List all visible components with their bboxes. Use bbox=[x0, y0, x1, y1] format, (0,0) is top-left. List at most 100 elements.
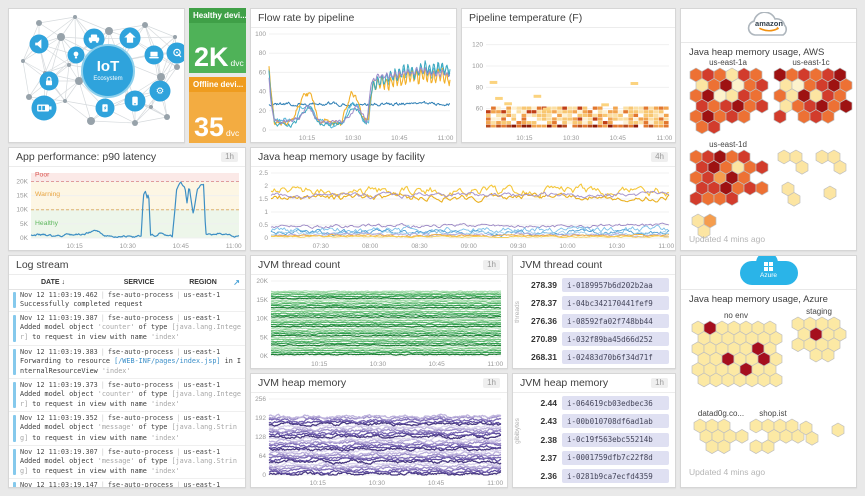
station-icon bbox=[102, 104, 108, 112]
log-severity-bar bbox=[13, 482, 16, 487]
svg-text:10:30: 10:30 bbox=[563, 135, 580, 142]
aws-hex-map[interactable]: us-east-1a us-east-1c us-east-1d bbox=[681, 58, 856, 250]
svg-text:11:00: 11:00 bbox=[657, 135, 673, 142]
instance-id-pill[interactable]: i-08592fa02f748bb44 bbox=[562, 314, 669, 328]
column-date[interactable]: DATE ↓ bbox=[41, 278, 65, 286]
app-perf-chart[interactable]: 0K 5K 10K 15K 20K 10:15 10:30 10:45 11:00 Poor War… bbox=[9, 167, 245, 250]
svg-text:Warning: Warning bbox=[35, 191, 60, 198]
log-stream-panel: Log stream DATE ↓ SERVICE REGION ↗ Nov 1… bbox=[8, 255, 246, 488]
svg-text:0: 0 bbox=[262, 127, 266, 134]
instance-id-pill[interactable]: i-0001759dfb7c22f8d bbox=[562, 450, 669, 465]
pipeline-temp-heatmap[interactable]: 60 80 100 120 10:15 10:30 10:45 11:00 bbox=[462, 28, 675, 142]
hex-cluster[interactable] bbox=[773, 67, 853, 129]
hex-cluster[interactable] bbox=[689, 149, 769, 211]
azure-hex-map[interactable]: no env staging datad0g.co... shop.ist bbox=[681, 307, 856, 487]
svg-text:10:30: 10:30 bbox=[345, 135, 362, 142]
hex-cluster[interactable] bbox=[823, 185, 843, 206]
svg-text:08:00: 08:00 bbox=[362, 243, 379, 250]
toplist-row[interactable]: 2.44 i-064619cb03edbec36 bbox=[525, 396, 669, 410]
instance-id-pill[interactable]: i-0281b9ca7ecfd4359 bbox=[562, 469, 669, 483]
open-in-new-icon[interactable]: ↗ bbox=[233, 277, 240, 287]
jvm-threads-chart-title: JVM thread count bbox=[258, 259, 341, 271]
offline-devices-widget[interactable]: Offline devi... 35 dvc bbox=[189, 77, 246, 143]
flow-rate-chart[interactable]: 0 20 40 60 80 100 10:15 10:30 10:45 11:00 bbox=[251, 28, 456, 142]
hex-cluster[interactable] bbox=[815, 149, 847, 180]
instance-id-pill[interactable]: i-0c19f563ebc55214b bbox=[562, 432, 669, 447]
log-row[interactable]: Nov 12 11:03:19.383 | fse-auto-process | us-… bbox=[9, 346, 245, 379]
healthy-devices-widget[interactable]: Healthy devi... 2K dvc bbox=[189, 8, 246, 73]
facility-chart[interactable]: 0 0.5 1 1.5 2 2.5 07:30 08:00 08:30 09:00 09:30 10:… bbox=[251, 167, 675, 250]
iot-ecosystem-image: ⚙ IoT Ecosystem bbox=[8, 8, 185, 143]
toplist-row[interactable]: 2.36 i-0281b9ca7ecfd4359 bbox=[525, 469, 669, 483]
toplist-row[interactable]: 2.37 i-0001759dfb7c22f8d bbox=[525, 450, 669, 465]
log-row[interactable]: Nov 12 11:03:19.307 | fse-auto-process | us-… bbox=[9, 446, 245, 480]
toplist-row[interactable]: 2.43 i-00b010708df6ad1ab bbox=[525, 414, 669, 429]
toplist-row[interactable]: 268.31 i-02483d70b6f34d71f bbox=[525, 350, 669, 364]
hex-cluster[interactable] bbox=[777, 149, 809, 180]
hex-cluster-label: no env bbox=[723, 311, 749, 320]
toplist-row[interactable]: 278.37 i-04bc342170441fef9 bbox=[525, 296, 669, 310]
column-region[interactable]: REGION bbox=[189, 278, 217, 286]
hex-cluster[interactable] bbox=[799, 420, 819, 451]
toplist-row[interactable]: 278.39 i-0189957b6d202b2aa bbox=[525, 278, 669, 292]
svg-text:11:00: 11:00 bbox=[658, 243, 674, 250]
svg-text:20: 20 bbox=[259, 108, 267, 115]
time-range-badge[interactable]: 1h bbox=[651, 378, 668, 388]
time-range-badge[interactable]: 1h bbox=[221, 152, 238, 162]
time-range-badge[interactable]: 1h bbox=[483, 260, 500, 270]
instance-id-pill[interactable]: i-02483d70b6f34d71f bbox=[562, 350, 669, 364]
offline-devices-value: 35 bbox=[194, 112, 225, 143]
svg-text:10K: 10K bbox=[256, 316, 268, 323]
app-perf-panel: App performance: p90 latency 1h 0K 5K 10K 15… bbox=[8, 147, 246, 251]
svg-text:20K: 20K bbox=[256, 278, 268, 285]
log-row[interactable]: Nov 12 11:03:19.373 | fse-auto-process | us-… bbox=[9, 379, 245, 413]
log-severity-bar bbox=[13, 415, 16, 442]
hex-cluster[interactable] bbox=[781, 181, 801, 212]
hex-cluster[interactable] bbox=[689, 67, 769, 140]
hex-cluster-label: us-east-1c bbox=[792, 58, 830, 67]
jvm-threads-chart[interactable]: 0K 5K 10K 15K 20K 10:15 10:30 10:45 11:00 bbox=[251, 275, 507, 368]
svg-text:2.5: 2.5 bbox=[259, 170, 268, 177]
time-range-badge[interactable]: 4h bbox=[651, 152, 668, 162]
hex-cluster[interactable] bbox=[831, 422, 851, 443]
hex-cluster[interactable] bbox=[693, 418, 749, 460]
hex-cluster[interactable] bbox=[691, 213, 723, 244]
svg-text:11:00: 11:00 bbox=[438, 135, 454, 142]
hex-cluster[interactable] bbox=[749, 418, 805, 460]
instance-id-pill[interactable]: i-00b010708df6ad1ab bbox=[562, 414, 669, 429]
svg-text:60: 60 bbox=[476, 106, 484, 113]
instance-id-pill[interactable]: i-04bc342170441fef9 bbox=[562, 296, 669, 310]
car-icon bbox=[88, 34, 100, 43]
hex-cluster[interactable] bbox=[691, 320, 783, 393]
log-row[interactable]: Nov 12 11:03:19.147 | fse-auto-process | us-… bbox=[9, 479, 245, 487]
hex-cluster-label: staging bbox=[806, 307, 832, 316]
svg-text:10:30: 10:30 bbox=[370, 361, 387, 368]
log-row[interactable]: Nov 12 11:03:19.352 | fse-auto-process | us-… bbox=[9, 412, 245, 446]
lock-icon bbox=[45, 76, 53, 86]
jvm-threads-list-panel: JVM thread count threads 278.39 i-0189957… bbox=[512, 255, 676, 369]
instance-id-pill[interactable]: i-032f89ba45d66d252 bbox=[562, 332, 669, 346]
svg-text:192: 192 bbox=[255, 415, 266, 422]
toplist-row[interactable]: 276.36 i-08592fa02f748bb44 bbox=[525, 314, 669, 328]
log-row[interactable]: Nov 12 11:03:19.462 | fse-auto-process | us-… bbox=[9, 289, 245, 313]
hex-cluster[interactable] bbox=[791, 316, 847, 368]
svg-text:amazon: amazon bbox=[755, 19, 783, 28]
azure-heap-title: Java heap memory usage, Azure bbox=[689, 294, 828, 305]
pipeline-temp-panel: Pipeline temperature (F) 60 80 100 120 10:15… bbox=[461, 8, 676, 143]
log-row[interactable]: Nov 12 11:03:19.387 | fse-auto-process | us-… bbox=[9, 312, 245, 346]
toplist-row[interactable]: 2.38 i-0c19f563ebc55214b bbox=[525, 432, 669, 447]
svg-text:09:30: 09:30 bbox=[510, 243, 527, 250]
flow-rate-panel: Flow rate by pipeline 0 20 40 60 80 100 10:15 1… bbox=[250, 8, 457, 143]
svg-text:Healthy: Healthy bbox=[35, 220, 59, 227]
svg-text:10:00: 10:00 bbox=[559, 243, 576, 250]
instance-id-pill[interactable]: i-064619cb03edbec36 bbox=[562, 396, 669, 410]
toplist-row[interactable]: 270.89 i-032f89ba45d66d252 bbox=[525, 332, 669, 346]
windows-icon bbox=[764, 262, 773, 271]
phone-icon bbox=[132, 96, 138, 106]
column-service[interactable]: SERVICE bbox=[123, 278, 155, 286]
time-range-badge[interactable]: 1h bbox=[483, 378, 500, 388]
instance-id-pill[interactable]: i-0189957b6d202b2aa bbox=[562, 278, 669, 292]
jvm-heap-chart[interactable]: 0 64 128 192 256 10:15 10:30 10:45 11:00 bbox=[251, 393, 507, 487]
log-severity-bar bbox=[13, 315, 16, 342]
